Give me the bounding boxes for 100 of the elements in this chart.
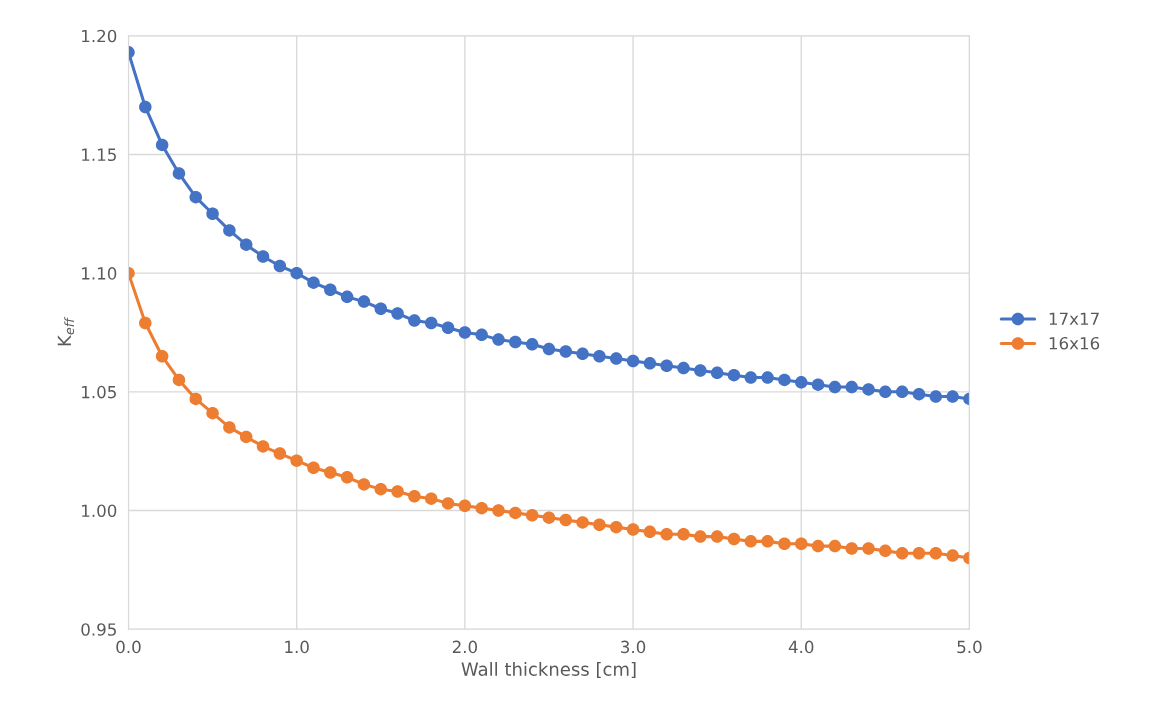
point — [727, 532, 741, 546]
point — [256, 250, 270, 263]
point — [324, 283, 337, 296]
point — [710, 366, 724, 380]
point — [475, 501, 488, 515]
point — [895, 385, 909, 399]
point — [542, 511, 556, 524]
point — [357, 295, 371, 308]
point — [912, 546, 926, 560]
point — [206, 207, 219, 221]
point — [626, 523, 640, 536]
point — [845, 542, 858, 555]
point — [946, 549, 959, 562]
point — [441, 497, 455, 510]
point — [408, 490, 421, 503]
point — [542, 342, 556, 356]
point — [694, 530, 707, 543]
point — [256, 440, 270, 453]
point — [374, 482, 388, 496]
point — [862, 542, 875, 555]
point — [744, 535, 758, 548]
y-axis-title: K$_{eff}$ — [57, 316, 75, 346]
point — [559, 345, 573, 358]
point — [576, 347, 589, 361]
point — [862, 383, 875, 396]
point — [391, 485, 404, 498]
point — [795, 376, 808, 389]
point — [172, 373, 186, 387]
point — [206, 406, 219, 420]
point — [223, 224, 236, 237]
point — [895, 546, 909, 560]
point — [307, 461, 320, 475]
x-tick-label: 5.0 — [957, 640, 982, 654]
legend-label: 16x16 — [1049, 336, 1100, 350]
point — [744, 371, 758, 384]
point — [424, 316, 438, 330]
x-tick-label: 1.0 — [285, 640, 309, 654]
point — [155, 138, 169, 152]
x-axis-title: Wall thickness [cm] — [461, 662, 636, 679]
point — [391, 307, 404, 320]
point — [441, 321, 455, 334]
y-tick-label: 0.95 — [81, 623, 116, 636]
point — [845, 380, 858, 394]
point — [778, 373, 791, 387]
point — [189, 190, 203, 204]
y-tick-label: 1.10 — [82, 267, 117, 280]
point — [509, 506, 522, 520]
point — [139, 100, 152, 114]
point — [357, 478, 371, 491]
x-tick-label: 4.0 — [788, 640, 814, 654]
point — [626, 354, 640, 368]
point — [340, 290, 354, 304]
point — [374, 302, 388, 315]
point — [727, 368, 741, 382]
point — [424, 492, 438, 505]
point — [475, 328, 488, 342]
point — [593, 349, 606, 363]
point — [576, 516, 589, 529]
point — [761, 371, 774, 384]
x-tick-label: 3.0 — [621, 640, 646, 654]
y-tick-label: 1.15 — [82, 148, 116, 162]
point — [761, 535, 774, 548]
point — [340, 471, 354, 484]
point — [273, 447, 287, 460]
point — [946, 390, 959, 403]
point — [525, 509, 539, 522]
x-tick-label: 2.0 — [452, 640, 478, 654]
point — [828, 380, 842, 394]
point — [290, 266, 303, 280]
point — [694, 364, 707, 377]
point — [811, 378, 825, 391]
point — [710, 530, 724, 543]
point — [643, 357, 657, 370]
point — [492, 504, 505, 517]
point — [609, 520, 623, 534]
point — [525, 338, 539, 351]
point — [593, 518, 606, 531]
point — [458, 499, 472, 513]
point — [324, 466, 337, 479]
point — [408, 314, 421, 327]
point — [609, 352, 623, 365]
point — [929, 390, 943, 403]
point — [239, 430, 253, 444]
point — [307, 276, 320, 289]
point — [660, 359, 673, 372]
point — [929, 546, 943, 560]
point — [677, 528, 690, 541]
point — [172, 167, 186, 180]
point — [155, 349, 169, 363]
point — [559, 513, 573, 527]
y-tick-label: 1.05 — [82, 385, 116, 399]
point — [811, 539, 825, 553]
point — [879, 544, 892, 558]
point — [290, 454, 303, 467]
x-tick-label: 0.0 — [116, 640, 141, 654]
point — [778, 537, 791, 550]
point — [643, 525, 657, 539]
point — [660, 528, 673, 541]
point — [795, 537, 808, 550]
point — [223, 421, 236, 434]
